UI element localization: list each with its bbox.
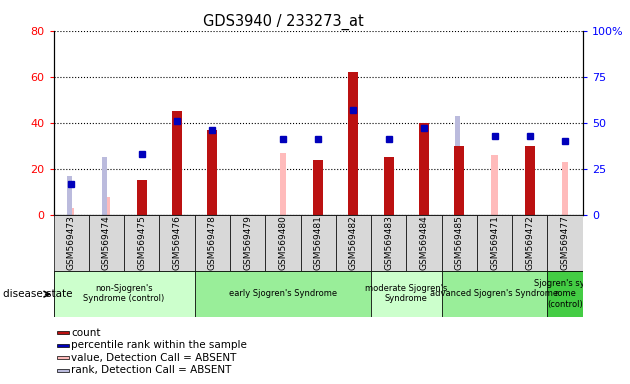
Bar	[406, 215, 442, 271]
Bar	[57, 331, 69, 334]
Bar	[89, 215, 124, 271]
Text: GSM569478: GSM569478	[208, 215, 217, 270]
Bar	[54, 271, 195, 317]
Text: GSM569472: GSM569472	[525, 215, 534, 270]
Bar	[57, 369, 69, 372]
Text: GSM569480: GSM569480	[278, 215, 287, 270]
Bar	[313, 160, 323, 215]
Text: GSM569471: GSM569471	[490, 215, 499, 270]
Bar	[68, 208, 74, 215]
Text: GSM569476: GSM569476	[173, 215, 181, 270]
Bar	[525, 146, 535, 215]
Bar	[172, 111, 182, 215]
Text: count: count	[71, 328, 100, 338]
Bar	[384, 157, 394, 215]
Bar	[547, 271, 583, 317]
Text: GSM569484: GSM569484	[420, 215, 428, 270]
Text: GSM569475: GSM569475	[137, 215, 146, 270]
Text: GSM569481: GSM569481	[314, 215, 323, 270]
Bar	[137, 180, 147, 215]
Bar	[103, 197, 110, 215]
Bar	[419, 123, 429, 215]
Text: GSM569473: GSM569473	[67, 215, 76, 270]
Bar	[67, 176, 72, 215]
Bar	[562, 162, 568, 215]
Text: GSM569479: GSM569479	[243, 215, 252, 270]
Bar	[57, 356, 69, 359]
Bar	[230, 215, 265, 271]
Bar	[54, 215, 89, 271]
Bar	[195, 271, 371, 317]
Bar	[477, 215, 512, 271]
Text: GSM569477: GSM569477	[561, 215, 570, 270]
Text: percentile rank within the sample: percentile rank within the sample	[71, 340, 247, 350]
Bar	[371, 271, 442, 317]
Bar	[442, 271, 547, 317]
Bar	[124, 215, 159, 271]
Text: value, Detection Call = ABSENT: value, Detection Call = ABSENT	[71, 353, 236, 362]
Bar	[442, 215, 477, 271]
Text: GSM569474: GSM569474	[102, 215, 111, 270]
Bar	[159, 215, 195, 271]
Text: GDS3940 / 233273_at: GDS3940 / 233273_at	[203, 13, 364, 30]
Bar	[547, 215, 583, 271]
Text: rank, Detection Call = ABSENT: rank, Detection Call = ABSENT	[71, 365, 231, 375]
Bar	[456, 155, 462, 215]
Text: non-Sjogren's
Syndrome (control): non-Sjogren's Syndrome (control)	[84, 284, 164, 303]
Bar	[301, 215, 336, 271]
Bar	[491, 155, 498, 215]
Text: advanced Sjogren's Syndrome: advanced Sjogren's Syndrome	[430, 289, 559, 298]
Bar	[280, 153, 286, 215]
Text: moderate Sjogren's
Syndrome: moderate Sjogren's Syndrome	[365, 284, 447, 303]
Bar	[207, 130, 217, 215]
Bar	[512, 215, 547, 271]
Bar	[57, 344, 69, 347]
Bar	[455, 116, 460, 215]
Bar	[209, 208, 215, 215]
Bar	[209, 171, 213, 215]
Bar	[348, 72, 358, 215]
Bar	[336, 215, 371, 271]
Bar	[454, 146, 464, 215]
Bar	[103, 157, 107, 215]
Bar	[265, 215, 301, 271]
Text: GSM569482: GSM569482	[349, 215, 358, 270]
Text: disease state: disease state	[3, 289, 72, 299]
Text: Sjogren's synd
rome
(control): Sjogren's synd rome (control)	[534, 279, 596, 309]
Bar	[195, 215, 230, 271]
Text: GSM569485: GSM569485	[455, 215, 464, 270]
Text: GSM569483: GSM569483	[384, 215, 393, 270]
Text: early Sjogren's Syndrome: early Sjogren's Syndrome	[229, 289, 337, 298]
Bar	[371, 215, 406, 271]
